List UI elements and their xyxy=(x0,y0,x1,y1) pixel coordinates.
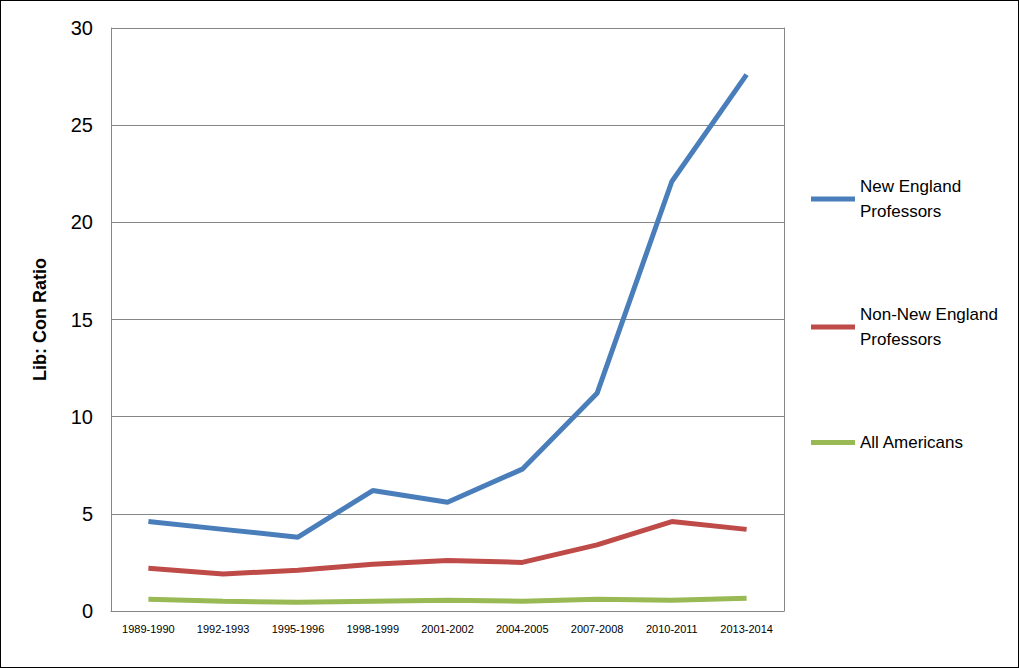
svg-text:2004-2005: 2004-2005 xyxy=(496,623,549,635)
svg-text:15: 15 xyxy=(71,309,93,331)
svg-text:1998-1999: 1998-1999 xyxy=(346,623,399,635)
svg-text:0: 0 xyxy=(82,600,93,622)
svg-text:2013-2014: 2013-2014 xyxy=(720,623,773,635)
svg-text:5: 5 xyxy=(82,503,93,525)
svg-text:2001-2002: 2001-2002 xyxy=(421,623,474,635)
svg-text:Professors: Professors xyxy=(860,202,941,221)
svg-text:2007-2008: 2007-2008 xyxy=(571,623,624,635)
svg-text:1989-1990: 1989-1990 xyxy=(122,623,175,635)
svg-text:New England: New England xyxy=(860,177,966,196)
svg-text:2010-2011: 2010-2011 xyxy=(646,623,698,635)
svg-text:10: 10 xyxy=(71,406,93,428)
svg-text:Professors: Professors xyxy=(860,330,941,349)
svg-text:Non-New England: Non-New England xyxy=(860,305,1003,324)
svg-text:1995-1996: 1995-1996 xyxy=(272,623,325,635)
svg-text:30: 30 xyxy=(71,17,93,39)
svg-text:1992-1993: 1992-1993 xyxy=(197,623,250,635)
svg-text:Lib: Con Ratio: Lib: Con Ratio xyxy=(30,258,50,381)
svg-text:25: 25 xyxy=(71,114,93,136)
svg-text:20: 20 xyxy=(71,211,93,233)
svg-text:All Americans: All Americans xyxy=(860,433,963,452)
